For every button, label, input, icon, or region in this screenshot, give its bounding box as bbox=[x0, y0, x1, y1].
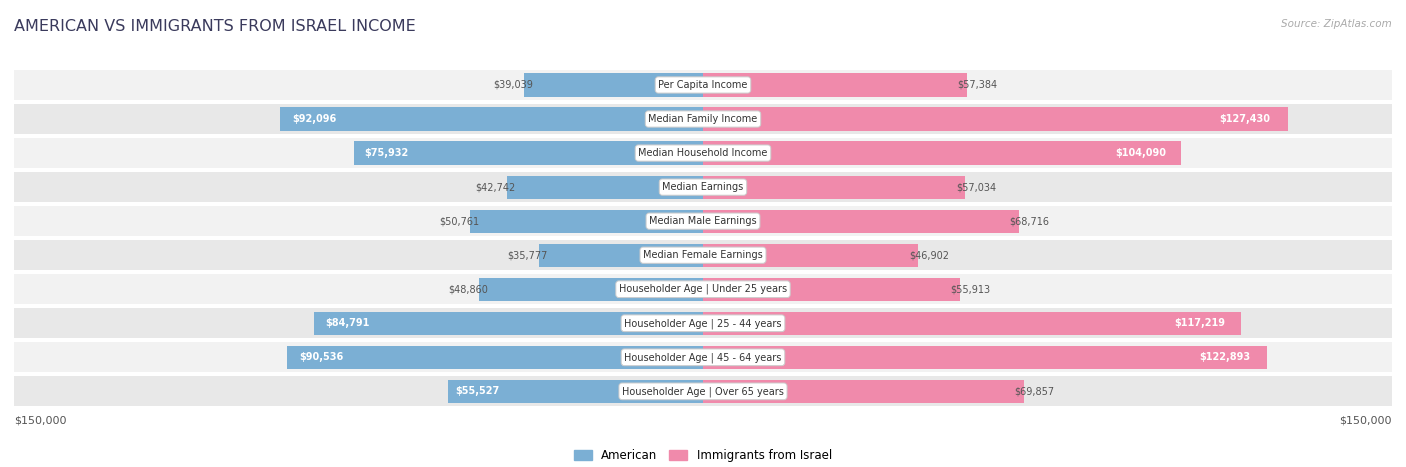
Text: $68,716: $68,716 bbox=[1010, 216, 1049, 226]
Text: Median Household Income: Median Household Income bbox=[638, 148, 768, 158]
FancyBboxPatch shape bbox=[14, 376, 1392, 406]
Text: $104,090: $104,090 bbox=[1116, 148, 1167, 158]
Text: $55,527: $55,527 bbox=[456, 386, 501, 396]
Bar bbox=[703, 73, 966, 97]
Text: $122,893: $122,893 bbox=[1199, 352, 1250, 362]
Bar bbox=[523, 73, 703, 97]
Bar bbox=[703, 380, 1024, 403]
Legend: American, Immigrants from Israel: American, Immigrants from Israel bbox=[571, 446, 835, 466]
FancyBboxPatch shape bbox=[14, 70, 1392, 100]
Bar bbox=[280, 107, 703, 131]
Bar bbox=[354, 142, 703, 165]
Text: $55,913: $55,913 bbox=[950, 284, 991, 294]
FancyBboxPatch shape bbox=[14, 240, 1392, 270]
FancyBboxPatch shape bbox=[14, 342, 1392, 372]
Text: $90,536: $90,536 bbox=[299, 352, 344, 362]
Bar bbox=[703, 142, 1181, 165]
Text: $57,384: $57,384 bbox=[957, 80, 997, 90]
Bar bbox=[287, 346, 703, 369]
Bar bbox=[506, 176, 703, 198]
Bar bbox=[314, 311, 703, 335]
Text: Median Female Earnings: Median Female Earnings bbox=[643, 250, 763, 260]
Text: $48,860: $48,860 bbox=[449, 284, 488, 294]
Text: $84,791: $84,791 bbox=[325, 318, 370, 328]
FancyBboxPatch shape bbox=[14, 172, 1392, 202]
FancyBboxPatch shape bbox=[14, 274, 1392, 304]
FancyBboxPatch shape bbox=[14, 206, 1392, 236]
Text: $92,096: $92,096 bbox=[292, 114, 337, 124]
Text: Householder Age | Over 65 years: Householder Age | Over 65 years bbox=[621, 386, 785, 396]
Text: $69,857: $69,857 bbox=[1015, 386, 1054, 396]
Bar bbox=[703, 107, 1288, 131]
Text: Median Family Income: Median Family Income bbox=[648, 114, 758, 124]
FancyBboxPatch shape bbox=[14, 308, 1392, 338]
Text: Median Male Earnings: Median Male Earnings bbox=[650, 216, 756, 226]
Bar bbox=[703, 346, 1267, 369]
Bar bbox=[703, 244, 918, 267]
Bar bbox=[703, 210, 1018, 233]
Bar bbox=[478, 278, 703, 301]
Text: $117,219: $117,219 bbox=[1174, 318, 1225, 328]
Text: $75,932: $75,932 bbox=[364, 148, 409, 158]
Text: $150,000: $150,000 bbox=[14, 415, 66, 425]
Bar bbox=[703, 278, 960, 301]
Text: $57,034: $57,034 bbox=[956, 182, 995, 192]
Bar bbox=[538, 244, 703, 267]
Bar bbox=[449, 380, 703, 403]
Bar bbox=[470, 210, 703, 233]
Text: $42,742: $42,742 bbox=[475, 182, 516, 192]
Text: Median Earnings: Median Earnings bbox=[662, 182, 744, 192]
Text: $127,430: $127,430 bbox=[1220, 114, 1271, 124]
Text: $50,761: $50,761 bbox=[439, 216, 479, 226]
Bar bbox=[703, 176, 965, 198]
Text: $150,000: $150,000 bbox=[1340, 415, 1392, 425]
Text: Per Capita Income: Per Capita Income bbox=[658, 80, 748, 90]
Text: Householder Age | 45 - 64 years: Householder Age | 45 - 64 years bbox=[624, 352, 782, 362]
Text: AMERICAN VS IMMIGRANTS FROM ISRAEL INCOME: AMERICAN VS IMMIGRANTS FROM ISRAEL INCOM… bbox=[14, 19, 416, 34]
Text: $39,039: $39,039 bbox=[494, 80, 533, 90]
Text: $46,902: $46,902 bbox=[910, 250, 949, 260]
Bar bbox=[703, 311, 1241, 335]
Text: Householder Age | Under 25 years: Householder Age | Under 25 years bbox=[619, 284, 787, 295]
FancyBboxPatch shape bbox=[14, 104, 1392, 134]
Text: Source: ZipAtlas.com: Source: ZipAtlas.com bbox=[1281, 19, 1392, 28]
Text: $35,777: $35,777 bbox=[508, 250, 548, 260]
FancyBboxPatch shape bbox=[14, 138, 1392, 168]
Text: Householder Age | 25 - 44 years: Householder Age | 25 - 44 years bbox=[624, 318, 782, 328]
